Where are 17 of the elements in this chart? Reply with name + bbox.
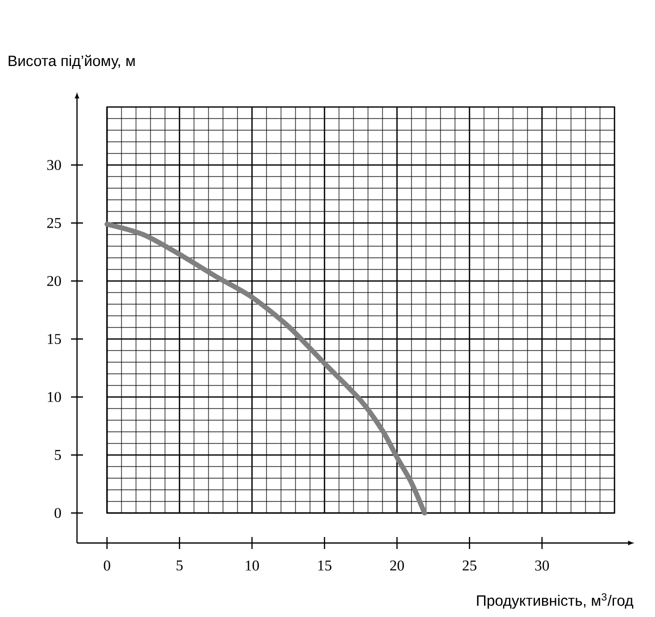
y-tick-label: 10 bbox=[48, 392, 61, 402]
y-tick-label: 30 bbox=[47, 160, 61, 170]
x-tick-label: 5 bbox=[176, 560, 183, 570]
line-series bbox=[104, 222, 428, 516]
x-tick-label: 15 bbox=[318, 560, 332, 571]
x-tick-label: 10 bbox=[246, 560, 259, 571]
y-tick-label: 25 bbox=[47, 218, 61, 228]
x-tick-label: 0 bbox=[104, 560, 110, 571]
x-axis-title: Продуктивність, м$^{3}$/год bbox=[477, 593, 634, 609]
y-tick-label: 0 bbox=[54, 508, 61, 518]
x-tick-label: 30 bbox=[535, 560, 549, 571]
x-tick-label: 20 bbox=[390, 560, 404, 571]
y-tick-label: 20 bbox=[47, 276, 61, 286]
y-tick-label: 15 bbox=[48, 334, 61, 344]
x-tick-label: 25 bbox=[462, 560, 476, 571]
y-tick-label: 5 bbox=[54, 450, 61, 460]
y-axis-title: Висота під’йому, м bbox=[8, 54, 135, 70]
